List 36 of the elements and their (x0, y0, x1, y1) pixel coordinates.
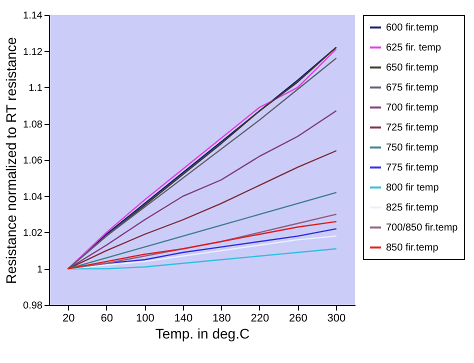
legend-label: 775 fir.temp (386, 162, 439, 174)
line-series (67, 235, 337, 270)
legend-label: 850 fir.temp (386, 242, 439, 254)
legend-label: 800 fir temp (386, 182, 440, 194)
y-tick-label: 1 (36, 264, 43, 276)
y-tick-label: 1.06 (23, 156, 43, 166)
legend-label: 650 fir.temp (386, 62, 439, 74)
y-tick-label: 1.08 (23, 119, 43, 130)
line-series (67, 192, 337, 270)
legend-label: 750 fir.temp (386, 142, 439, 154)
y-axis-title: Resistance normalized to RT resistance (3, 36, 20, 284)
line-series (67, 248, 337, 270)
line-series (67, 150, 337, 270)
legend-label: 675 fir.temp (386, 82, 439, 94)
legend-label: 700 fir.temp (386, 102, 439, 114)
x-tick-label: 60 (100, 312, 113, 324)
y-tick-label: 1.12 (23, 46, 43, 58)
y-tick-label: 1.04 (23, 192, 43, 203)
y-tick-label: 1.02 (23, 228, 43, 239)
x-tick-label: 300 (327, 312, 346, 324)
x-tick-label: 140 (174, 312, 193, 324)
x-tick-label: 20 (62, 312, 75, 324)
legend-label: 700/850 fir.temp (386, 222, 458, 234)
y-tick-label: 1.1 (28, 83, 43, 94)
x-tick-label: 220 (250, 312, 270, 324)
legend-label: 725 fir.temp (386, 122, 439, 134)
legend-label: 825 fir.temp (386, 202, 439, 214)
legend-label: 625 fir. temp (386, 42, 442, 54)
x-tick-label: 260 (288, 312, 308, 324)
legend-label: 600 fir.temp (386, 22, 439, 34)
x-tick-label: 100 (136, 312, 154, 324)
x-axis-title: Temp. in deg.C (155, 326, 250, 342)
y-tick-label: 1.14 (23, 10, 43, 22)
x-tick-label: 180 (212, 312, 231, 324)
y-tick-label: 0.98 (23, 300, 43, 312)
line-series (67, 110, 337, 270)
